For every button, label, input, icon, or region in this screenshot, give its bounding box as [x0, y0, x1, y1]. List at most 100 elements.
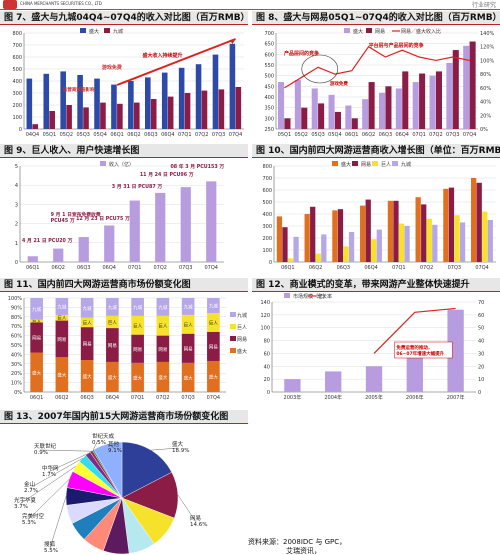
fig13-leader-line	[19, 466, 76, 505]
fig9-y-tick: 0	[15, 260, 18, 266]
fig10-bar-盛大	[304, 214, 310, 262]
fig12-y2-tick: 40	[478, 339, 484, 345]
fig8-y2-tick: 80%	[480, 72, 491, 78]
fig13-slice-label: 世纪天成	[92, 432, 115, 440]
fig7-bar-盛大	[195, 64, 202, 129]
fig8-x-tick: 06Q4	[396, 132, 409, 138]
fig11-segment-label: 盛大	[108, 374, 117, 381]
fig8-bar-盛大	[395, 88, 402, 129]
fig11-segment-label: 盛大	[32, 369, 41, 376]
fig11-segment-巨人	[181, 314, 195, 334]
fig8-bar-网易	[351, 118, 358, 129]
fig11-segment-label: 网易	[133, 347, 142, 353]
fig12-bar	[406, 349, 423, 392]
fig11-segment-盛大	[30, 352, 43, 392]
fig7-bar-盛大	[145, 77, 151, 129]
fig9-annotation: 08 年 3 月 PCU153 万	[170, 163, 224, 170]
fig13-slice-label: 搜狐	[44, 540, 56, 548]
fig9-x-tick: 07Q3	[179, 265, 192, 271]
fig11-segment-label: 九城	[57, 303, 66, 310]
fig8-legend-label: 盛大	[353, 28, 363, 35]
fig10-bar-网易	[282, 227, 288, 262]
fig7-bar-九城	[235, 87, 242, 129]
fig9-x-tick: 07Q2	[154, 265, 167, 271]
fig11-legend-label: 网易	[237, 337, 247, 343]
fig10-x-tick: 07Q4	[475, 265, 488, 271]
fig12-bar	[365, 366, 383, 392]
fig10-bar-九城	[404, 226, 410, 262]
fig7-legend-swatch	[104, 28, 110, 33]
fig12-bar	[325, 371, 342, 392]
fig9-legend-swatch	[100, 161, 106, 166]
fig8-x-tick: 06Q2	[362, 132, 375, 138]
fig11-segment-label: 网易	[158, 347, 167, 353]
fig7-bar-九城	[167, 96, 174, 129]
fig8-y2-tick: 100%	[480, 58, 495, 64]
figure-11-chart: 0% 10% 20% 30% 40% 50% 60% 70% 80% 90% 100% 06Q1 06Q…	[8, 296, 247, 401]
fig7-y-tick: 0	[19, 127, 22, 133]
fig9-x-tick: 07Q4	[205, 265, 218, 271]
fig12-y-tick: 120	[260, 313, 270, 319]
figure-12-panel: 图 12、商业模式的变革，带来网游产业整体快速提升 0 20 40 60 80 100 12…	[252, 278, 500, 408]
fig11-segment-label: 九城	[209, 303, 218, 310]
fig8-y2-tick: 20%	[480, 113, 491, 119]
fig10-bar-九城	[321, 234, 327, 262]
fig11-segment-巨人	[55, 314, 69, 321]
fig11-segment-网易	[181, 333, 195, 363]
fig8-x-tick: 05Q1	[278, 132, 291, 138]
fig13-slice-value: 0.5%	[92, 440, 106, 446]
fig11-segment-label: 九城	[32, 306, 41, 313]
fig11-segment-label: 巨人	[184, 322, 193, 328]
fig11-segment-label: 盛大	[184, 374, 193, 381]
fig8-ratio-line	[284, 45, 470, 89]
fig11-y-tick: 100%	[8, 296, 23, 302]
fig7-trend-arrow-head	[229, 39, 236, 44]
fig7-y-tick: 200	[12, 103, 22, 109]
fig7-x-tick: 05Q1	[43, 132, 56, 138]
fig11-segment-盛大	[207, 360, 220, 392]
fig10-bar-巨人	[315, 253, 321, 262]
fig11-segment-label: 网易	[83, 342, 92, 348]
figure-12-title: 图 12、商业模式的变革，带来网游产业整体快速提升	[252, 278, 500, 292]
fig11-legend-label: 巨人	[237, 325, 247, 331]
fig7-x-tick: 07Q2	[195, 132, 208, 138]
fig11-x-tick: 07Q1	[131, 395, 144, 401]
fig11-segment-label: 盛大	[83, 373, 92, 380]
fig11-segment-巨人	[106, 315, 119, 329]
figure-13-panel: 图 13、2007年国内前15大网游运营商市场份额变化图 盛大 18.9% 网易 14…	[0, 410, 248, 555]
fig8-x-tick: 07Q4	[463, 132, 476, 138]
fig7-annotation: 盛大收入持续提升	[142, 52, 182, 59]
source-note: 资料来源：2008IDC 与 GPC， 艾瑞资讯，	[248, 538, 346, 555]
fig8-x-tick: 05Q2	[295, 132, 308, 138]
fig12-y-tick: 80	[264, 339, 270, 345]
fig11-y-tick: 40%	[11, 352, 22, 358]
fig10-bar-网易	[365, 199, 371, 262]
fig8-bar-盛大	[311, 88, 318, 129]
fig13-slice-label: 光宇华夏	[14, 496, 37, 504]
fig13-leader-line	[47, 453, 88, 473]
fig8-bar-网易	[402, 71, 409, 129]
fig8-bar-盛大	[412, 82, 419, 129]
fig7-x-tick: 07Q4	[229, 132, 242, 138]
fig7-y-tick: 300	[12, 91, 22, 97]
fig12-y2-tick: 50	[478, 326, 484, 332]
fig7-bar-九城	[134, 102, 140, 129]
fig9-x-tick: 06Q2	[52, 265, 65, 271]
fig10-bar-巨人	[482, 211, 488, 262]
figure-7-panel: 图 7、盛大与九城04Q4~07Q4的收入对比图（百万RMB） 0 100 200 3…	[0, 11, 248, 143]
fig12-y-tick: 60	[264, 351, 270, 357]
fig7-bar-盛大	[212, 54, 219, 129]
fig11-segment-九城	[106, 298, 119, 316]
fig7-y-tick: 100	[12, 115, 22, 121]
fig10-bar-盛大	[360, 205, 366, 262]
fig7-bar-盛大	[229, 43, 236, 129]
fig7-bar-九城	[66, 105, 72, 129]
fig8-y-tick: 550	[264, 63, 274, 69]
fig8-y-tick: 400	[264, 95, 274, 101]
fig12-y2-tick: 60	[478, 313, 484, 319]
fig12-y2-tick: 0	[478, 390, 481, 396]
fig11-segment-盛大	[181, 362, 195, 392]
fig9-bar	[27, 256, 38, 262]
